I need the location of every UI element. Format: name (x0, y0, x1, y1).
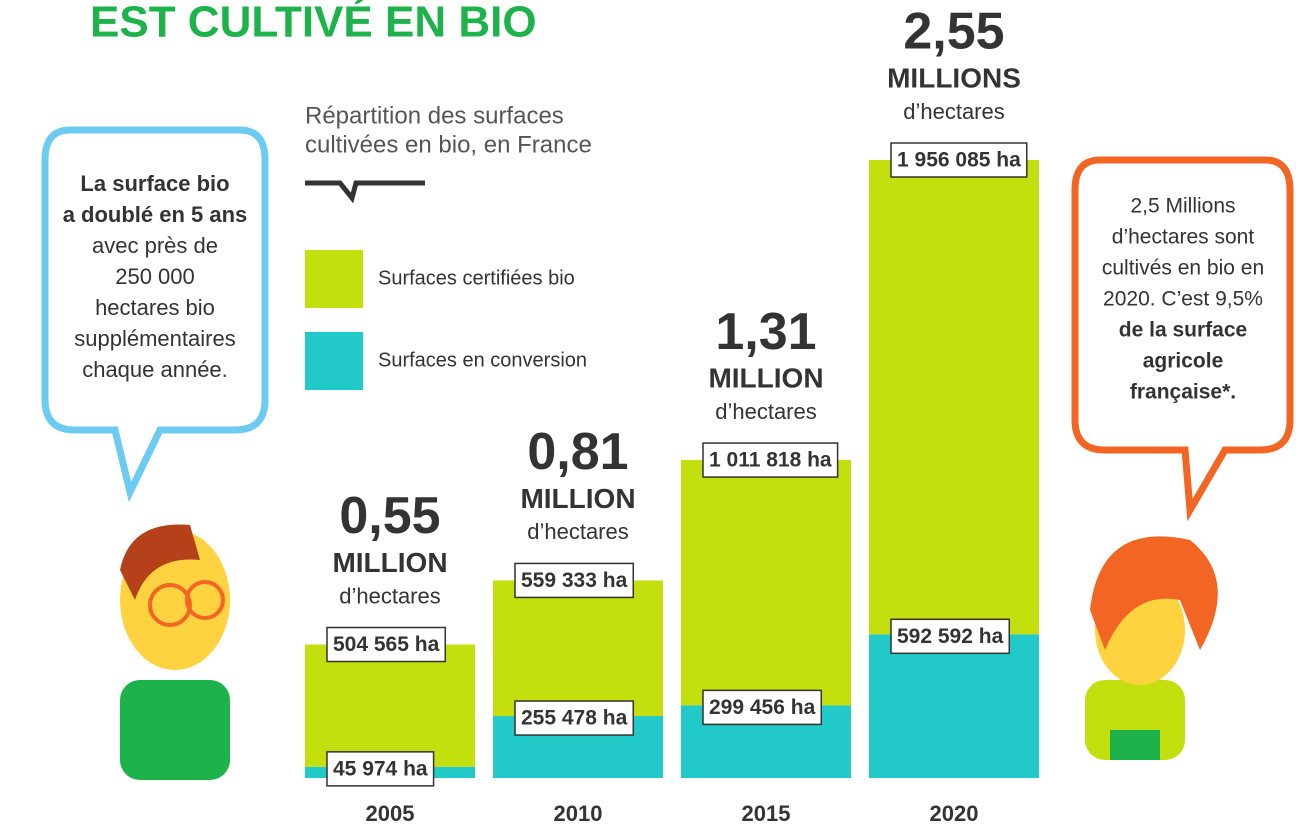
bar-segment (493, 580, 663, 717)
legend-ornament (305, 180, 425, 204)
value-label: 299 456 ha (709, 696, 816, 719)
total-unit: MILLIONS (887, 62, 1021, 93)
total-sub: d’hectares (903, 99, 1005, 124)
bar-segment (869, 160, 1039, 635)
value-label-box (890, 142, 1028, 178)
chart-title: EST CULTIVÉ EN BIO (90, 0, 537, 47)
bubble-text: 2,5 Millions (1130, 195, 1235, 218)
bubble-text: hectares bio (95, 295, 215, 320)
value-label: 592 592 ha (897, 625, 1004, 648)
bubble-text: 250 000 (115, 264, 195, 289)
total-unit: MILLION (708, 362, 823, 393)
value-label: 559 333 ha (521, 569, 628, 592)
bubble-text: La surface bio (80, 171, 229, 196)
value-label: 1 011 818 ha (709, 449, 832, 472)
bar-segment (305, 644, 475, 767)
total-value: 2,55 (903, 3, 1004, 61)
character-left (120, 524, 230, 780)
total-sub: d’hectares (715, 399, 817, 424)
speech-bubble (1071, 156, 1294, 522)
total-unit: MILLION (520, 483, 635, 514)
bubble-text: avec près de (92, 233, 218, 258)
total-value: 1,31 (715, 303, 816, 361)
value-label-box (702, 442, 839, 478)
bubble-text: agricole (1143, 350, 1224, 373)
legend-label: Surfaces certifiées bio (378, 267, 575, 289)
value-label: 255 478 ha (521, 707, 628, 730)
total-sub: d’hectares (527, 519, 629, 544)
bubble-text: de la surface (1119, 319, 1247, 342)
bubble-text: supplémentaires (74, 326, 235, 351)
value-label-box (326, 751, 435, 787)
total-value: 0,55 (339, 487, 440, 545)
speech-bubble (41, 126, 269, 503)
bubble-text: 2020. C’est 9,5% (1103, 288, 1263, 311)
value-label: 504 565 ha (333, 633, 440, 656)
value-label: 45 974 ha (333, 757, 428, 780)
x-tick-label: 2005 (366, 801, 415, 826)
value-label: 1 956 085 ha (897, 149, 1021, 172)
x-tick-label: 2010 (554, 801, 603, 826)
bar-segment (681, 460, 851, 706)
bubble-text: française*. (1130, 381, 1236, 404)
value-label-box (326, 626, 447, 663)
x-tick-label: 2020 (930, 801, 979, 826)
value-label-box (890, 618, 1011, 655)
value-label-box (514, 700, 635, 736)
legend-swatch (305, 250, 363, 308)
value-label-box (514, 562, 635, 599)
subtitle: Répartition des surfaces (305, 102, 564, 129)
legend-label: Surfaces en conversion (378, 349, 587, 371)
bubble-text: cultivés en bio en (1102, 257, 1264, 280)
total-value: 0,81 (527, 423, 628, 481)
bubble-text: d’hectares sont (1112, 226, 1255, 249)
total-unit: MILLION (332, 547, 447, 578)
subtitle: cultivées en bio, en France (305, 131, 592, 158)
character-right (1085, 536, 1218, 760)
legend-swatch (305, 332, 363, 390)
value-label-box (702, 689, 823, 726)
bubble-text: a doublé en 5 ans (63, 202, 248, 227)
x-tick-label: 2015 (742, 801, 791, 826)
bubble-text: chaque année. (82, 357, 228, 382)
total-sub: d’hectares (339, 583, 441, 608)
bar-segment (869, 634, 1039, 778)
